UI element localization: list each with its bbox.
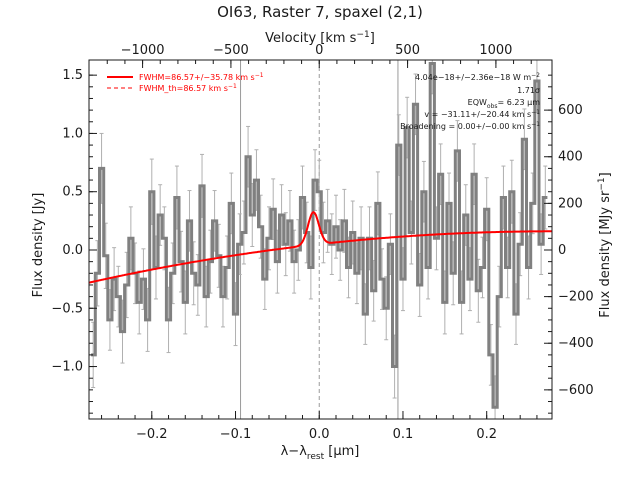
x-axis-label: λ−λrest [μm]	[281, 444, 360, 462]
y-axis-label: Flux density [Jy]	[31, 193, 46, 298]
x-tick-label: 0.0	[309, 427, 330, 442]
y-tick-label: −1.0	[51, 360, 83, 375]
right-axis-label: Flux density [MJy sr−1]	[597, 172, 613, 317]
x-tick-label: −0.1	[220, 427, 252, 442]
fit-series	[88, 211, 552, 284]
right-tick-label: 200	[558, 196, 583, 211]
x-tick-label: 0.2	[476, 427, 497, 442]
y-tick-label: 1.5	[62, 68, 83, 83]
x-tick-label: −0.2	[136, 427, 168, 442]
top-tick-label: 500	[395, 43, 420, 58]
top-tick-label: 0	[315, 43, 323, 58]
annotation-significance: 1.71σ	[517, 86, 540, 95]
fit-line	[88, 211, 552, 284]
spectrum-line	[91, 62, 548, 409]
legend-entry-fwhm: FWHM=86.57+/−35.78 km s−1	[139, 72, 264, 82]
y-tick-label: 0.5	[62, 185, 83, 200]
y-tick-label: −0.5	[51, 301, 83, 316]
top-tick-label: −1000	[121, 43, 165, 58]
right-tick-label: 600	[558, 103, 583, 118]
top-tick-label: 1000	[479, 43, 512, 58]
annotation-line-flux: 4.04e−18+/−2.36e−18 W m−2	[415, 72, 540, 82]
fit-annotations: 4.04e−18+/−2.36e−18 W m−2 1.71σ EQWobs= …	[400, 72, 540, 131]
annotation-broadening: Broadening = 0.00+/−0.00 km s−1	[400, 121, 540, 131]
legend-entry-fwhm-th: FWHM_th=86.57 km s−1	[139, 83, 237, 93]
plot-frame	[88, 59, 553, 420]
chart-title: OI63, Raster 7, spaxel (2,1)	[217, 3, 423, 21]
right-tick-label: 0	[558, 243, 566, 258]
top-tick-label: −500	[213, 43, 249, 58]
top-axis-label: Velocity [km s−1]	[265, 30, 375, 46]
y-tick-label: 1.0	[62, 126, 83, 141]
spectrum-series	[91, 62, 548, 409]
annotation-velocity: v = −31.11+/−20.44 km s−1	[424, 109, 540, 119]
right-tick-label: −200	[558, 290, 594, 305]
right-tick-label: 400	[558, 150, 583, 165]
right-tick-label: −600	[558, 383, 594, 398]
x-tick-label: 0.1	[393, 427, 414, 442]
axes: −0.2 −0.1 0.0 0.1 0.2 −1.0 −0.5 0.0 0.5 1.0 1.5 −10…	[51, 43, 593, 442]
y-tick-label: 0.0	[62, 243, 83, 258]
legend: FWHM=86.57+/−35.78 km s−1 FWHM_th=86.57 …	[107, 72, 264, 93]
right-tick-label: −400	[558, 336, 594, 351]
annotation-eqw: EQWobs= 6.23 μm	[468, 98, 541, 110]
